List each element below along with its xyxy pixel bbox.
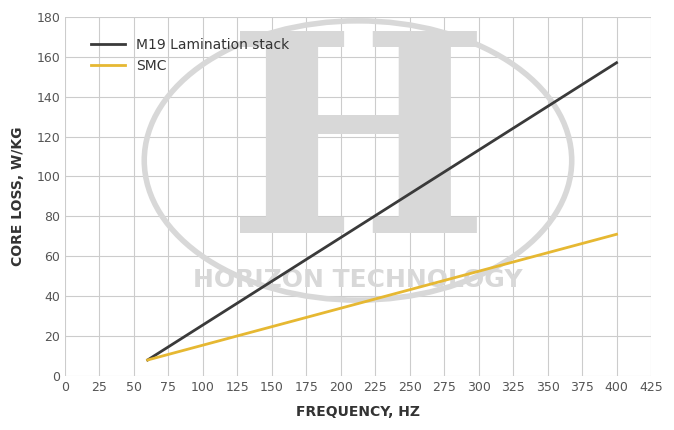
SMC	[613, 232, 621, 237]
Y-axis label: CORE LOSS, W/KG: CORE LOSS, W/KG	[11, 126, 25, 266]
Line: SMC: SMC	[148, 234, 617, 360]
Text: H: H	[226, 22, 489, 291]
X-axis label: FREQUENCY, HZ: FREQUENCY, HZ	[296, 405, 420, 419]
Legend: M19 Lamination stack, SMC: M19 Lamination stack, SMC	[84, 31, 297, 80]
Text: HORIZON TECHNOLOGY: HORIZON TECHNOLOGY	[193, 268, 523, 292]
SMC	[144, 357, 152, 362]
